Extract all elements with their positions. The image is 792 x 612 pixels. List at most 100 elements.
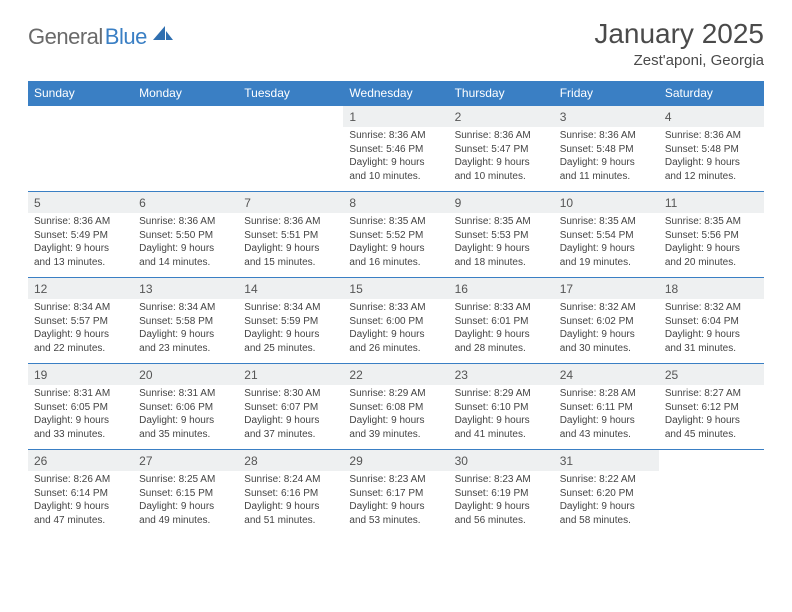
day-detail-line: Sunset: 5:58 PM — [139, 315, 232, 329]
day-detail-line: Sunrise: 8:35 AM — [560, 215, 653, 229]
day-detail-line: Sunrise: 8:35 AM — [455, 215, 548, 229]
day-number: 21 — [238, 364, 343, 385]
day-details: Sunrise: 8:36 AMSunset: 5:48 PMDaylight:… — [554, 127, 659, 191]
day-number: 10 — [554, 192, 659, 213]
day-detail-line: Sunset: 5:47 PM — [455, 143, 548, 157]
day-detail-line: Sunset: 5:51 PM — [244, 229, 337, 243]
day-number: 2 — [449, 106, 554, 127]
day-detail-line: Daylight: 9 hours — [560, 156, 653, 170]
day-details: Sunrise: 8:24 AMSunset: 6:16 PMDaylight:… — [238, 471, 343, 535]
day-details: Sunrise: 8:35 AMSunset: 5:53 PMDaylight:… — [449, 213, 554, 277]
day-detail-line: Sunrise: 8:30 AM — [244, 387, 337, 401]
day-number: 24 — [554, 364, 659, 385]
day-detail-line: and 37 minutes. — [244, 428, 337, 442]
logo-text-general: General — [28, 24, 103, 50]
day-detail-line: Sunset: 5:48 PM — [560, 143, 653, 157]
day-detail-line: and 23 minutes. — [139, 342, 232, 356]
location-text: Zest'aponi, Georgia — [594, 52, 764, 69]
day-detail-line: and 26 minutes. — [349, 342, 442, 356]
day-detail-line: Sunset: 6:06 PM — [139, 401, 232, 415]
day-header: Sunday — [28, 81, 133, 106]
day-details: Sunrise: 8:36 AMSunset: 5:50 PMDaylight:… — [133, 213, 238, 277]
day-detail-line: Sunrise: 8:35 AM — [349, 215, 442, 229]
logo-text-blue: Blue — [105, 24, 147, 50]
day-number: 27 — [133, 450, 238, 471]
day-detail-line: Sunset: 5:59 PM — [244, 315, 337, 329]
day-detail-line: Sunset: 6:07 PM — [244, 401, 337, 415]
day-detail-line: and 16 minutes. — [349, 256, 442, 270]
day-detail-line: Daylight: 9 hours — [560, 242, 653, 256]
day-number: 23 — [449, 364, 554, 385]
day-number: 11 — [659, 192, 764, 213]
calendar-table: Sunday Monday Tuesday Wednesday Thursday… — [28, 81, 764, 535]
day-content-row: Sunrise: 8:36 AMSunset: 5:46 PMDaylight:… — [28, 127, 764, 192]
day-detail-line: and 25 minutes. — [244, 342, 337, 356]
day-detail-line: Sunrise: 8:32 AM — [665, 301, 760, 315]
day-detail-line: Sunset: 5:56 PM — [665, 229, 760, 243]
day-detail-line: and 45 minutes. — [665, 428, 760, 442]
day-detail-line: Daylight: 9 hours — [665, 156, 760, 170]
month-title: January 2025 — [594, 18, 764, 50]
day-details — [28, 127, 133, 183]
day-detail-line: and 28 minutes. — [455, 342, 548, 356]
day-detail-line: and 30 minutes. — [560, 342, 653, 356]
day-detail-line: Sunset: 6:14 PM — [34, 487, 127, 501]
day-details: Sunrise: 8:36 AMSunset: 5:48 PMDaylight:… — [659, 127, 764, 191]
day-details: Sunrise: 8:29 AMSunset: 6:08 PMDaylight:… — [343, 385, 448, 449]
day-header-row: Sunday Monday Tuesday Wednesday Thursday… — [28, 81, 764, 106]
day-number: 1 — [343, 106, 448, 127]
day-detail-line: and 53 minutes. — [349, 514, 442, 528]
day-detail-line: Sunset: 5:49 PM — [34, 229, 127, 243]
day-detail-line: Daylight: 9 hours — [455, 156, 548, 170]
day-detail-line: and 15 minutes. — [244, 256, 337, 270]
day-detail-line: Daylight: 9 hours — [455, 328, 548, 342]
day-detail-line: Daylight: 9 hours — [349, 242, 442, 256]
day-detail-line: Daylight: 9 hours — [349, 328, 442, 342]
day-detail-line: Daylight: 9 hours — [560, 414, 653, 428]
day-detail-line: and 47 minutes. — [34, 514, 127, 528]
day-details: Sunrise: 8:29 AMSunset: 6:10 PMDaylight:… — [449, 385, 554, 449]
day-number: 18 — [659, 278, 764, 299]
day-detail-line: Daylight: 9 hours — [139, 414, 232, 428]
day-details: Sunrise: 8:36 AMSunset: 5:51 PMDaylight:… — [238, 213, 343, 277]
logo-sail-icon — [152, 25, 174, 46]
day-detail-line: Sunrise: 8:26 AM — [34, 473, 127, 487]
day-detail-line: Sunset: 5:57 PM — [34, 315, 127, 329]
day-detail-line: Daylight: 9 hours — [34, 500, 127, 514]
day-detail-line: and 39 minutes. — [349, 428, 442, 442]
day-number: 4 — [659, 106, 764, 127]
day-detail-line: Sunset: 6:15 PM — [139, 487, 232, 501]
day-details: Sunrise: 8:33 AMSunset: 6:01 PMDaylight:… — [449, 299, 554, 363]
day-detail-line: and 12 minutes. — [665, 170, 760, 184]
day-number: 17 — [554, 278, 659, 299]
day-number: 28 — [238, 450, 343, 471]
day-content-row: Sunrise: 8:31 AMSunset: 6:05 PMDaylight:… — [28, 385, 764, 450]
day-details: Sunrise: 8:23 AMSunset: 6:19 PMDaylight:… — [449, 471, 554, 535]
day-detail-line: Daylight: 9 hours — [455, 414, 548, 428]
day-number: 22 — [343, 364, 448, 385]
day-detail-line: Sunrise: 8:29 AM — [455, 387, 548, 401]
day-detail-line: Sunrise: 8:36 AM — [139, 215, 232, 229]
day-details — [659, 471, 764, 527]
day-detail-line: and 19 minutes. — [560, 256, 653, 270]
day-number: 9 — [449, 192, 554, 213]
day-details — [238, 127, 343, 183]
day-number — [238, 106, 343, 113]
title-block: January 2025 Zest'aponi, Georgia — [594, 18, 764, 69]
day-number-row: 12131415161718 — [28, 278, 764, 300]
day-details: Sunrise: 8:36 AMSunset: 5:46 PMDaylight:… — [343, 127, 448, 191]
day-detail-line: Sunset: 5:52 PM — [349, 229, 442, 243]
day-number: 7 — [238, 192, 343, 213]
day-details: Sunrise: 8:22 AMSunset: 6:20 PMDaylight:… — [554, 471, 659, 535]
day-number: 19 — [28, 364, 133, 385]
day-detail-line: Daylight: 9 hours — [665, 242, 760, 256]
day-detail-line: Daylight: 9 hours — [455, 500, 548, 514]
day-detail-line: and 14 minutes. — [139, 256, 232, 270]
day-number-row: 19202122232425 — [28, 364, 764, 386]
day-content-row: Sunrise: 8:36 AM Sunset: 5:49 PM Daylight:… — [28, 213, 764, 278]
day-detail-line: Sunrise: 8:34 AM — [244, 301, 337, 315]
day-detail-line: Sunset: 6:17 PM — [349, 487, 442, 501]
day-details: Sunrise: 8:36 AMSunset: 5:47 PMDaylight:… — [449, 127, 554, 191]
day-number: 16 — [449, 278, 554, 299]
day-detail-line: Sunrise: 8:29 AM — [349, 387, 442, 401]
